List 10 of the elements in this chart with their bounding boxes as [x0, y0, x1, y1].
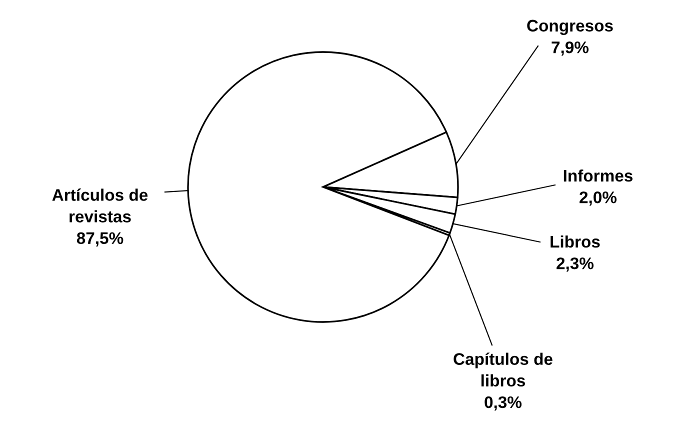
slice-label: Artículos de revistas	[52, 188, 148, 222]
data-label: 0,3%	[484, 396, 522, 411]
slice-label: Congresos	[527, 20, 613, 35]
data-label: 87,5%	[76, 232, 124, 246]
slice-label: Libros	[550, 235, 600, 248]
data-label: 2,0%	[580, 191, 617, 206]
data-label: 2,3%	[556, 257, 594, 272]
data-label: 7,9%	[552, 41, 589, 56]
slice-label: Informes	[564, 169, 633, 182]
slice-label: Capítulos de libros	[454, 352, 552, 387]
